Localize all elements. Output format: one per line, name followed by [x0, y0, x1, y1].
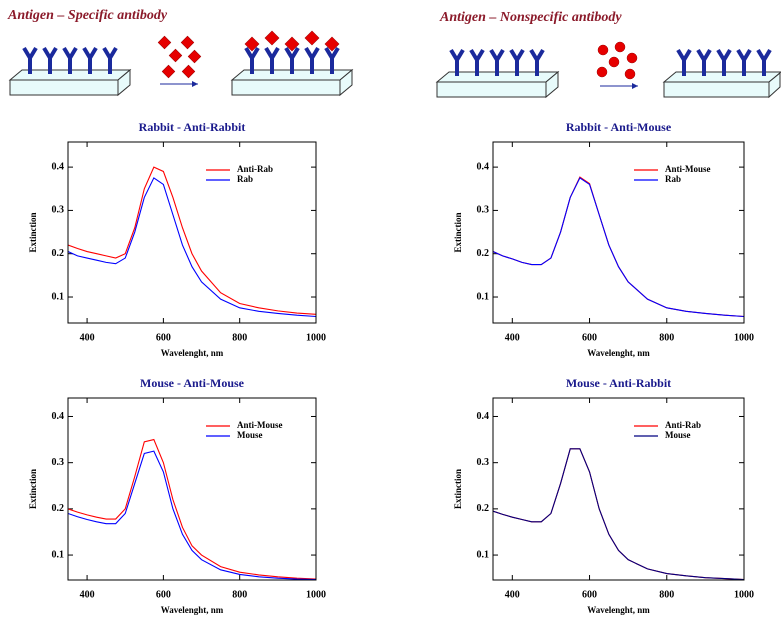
diagram-title: Antigen – Nonspecific antibody [439, 10, 622, 25]
x-tick-label: 600 [582, 332, 597, 343]
x-tick-label: 800 [232, 332, 247, 343]
axes-frame [67, 141, 317, 324]
y-tick-label: 0.2 [477, 503, 490, 514]
y-tick-label: 0.4 [477, 161, 490, 172]
y-axis-label: Extinction [28, 469, 38, 509]
y-tick-label: 0.4 [477, 411, 490, 422]
chart-title: Rabbit - Anti-Mouse [566, 120, 672, 134]
x-tick-label: 600 [156, 589, 171, 600]
chart: Rabbit - Anti-Mouse Wavelenght, nm Extinct… [453, 120, 754, 358]
legend-label: Anti-Rab [237, 164, 273, 174]
x-tick-label: 1000 [734, 589, 754, 600]
axes-frame [67, 397, 317, 581]
plot-area [68, 438, 316, 580]
y-tick-label: 0.4 [52, 411, 65, 422]
diagram-nonspecific [435, 41, 781, 99]
y-tick-label: 0.3 [52, 457, 65, 468]
y-tick-label: 0.3 [477, 457, 490, 468]
chart: Mouse - Anti-Mouse Wavelenght, nm Extincti… [28, 376, 326, 615]
x-tick-label: 1000 [306, 332, 326, 343]
data-line [68, 177, 316, 318]
y-tick-label: 0.2 [52, 503, 65, 514]
plot-area [493, 176, 744, 318]
x-tick-label: 600 [582, 589, 597, 600]
x-tick-label: 400 [80, 332, 95, 343]
legend-label: Anti-Mouse [237, 420, 283, 430]
x-axis-label: Wavelenght, nm [587, 348, 650, 358]
x-tick-label: 600 [156, 332, 171, 343]
y-tick-label: 0.3 [477, 205, 490, 216]
data-line [68, 438, 316, 580]
data-line [68, 166, 316, 315]
x-tick-label: 400 [505, 332, 520, 343]
x-axis-label: Wavelenght, nm [161, 348, 224, 358]
x-tick-label: 800 [232, 589, 247, 600]
y-tick-label: 0.4 [52, 161, 65, 172]
y-tick-label: 0.1 [52, 549, 65, 560]
plot-area [68, 166, 316, 318]
y-tick-label: 0.3 [52, 205, 65, 216]
axes-frame [492, 397, 745, 581]
x-axis-label: Wavelenght, nm [587, 605, 650, 615]
legend-label: Mouse [237, 430, 263, 440]
y-tick-label: 0.2 [477, 248, 490, 259]
x-tick-label: 400 [80, 589, 95, 600]
legend-label: Rab [665, 174, 681, 184]
legend-label: Mouse [665, 430, 691, 440]
data-line [493, 176, 744, 318]
chart-title: Mouse - Anti-Rabbit [566, 376, 671, 390]
legend-label: Anti-Rab [665, 420, 701, 430]
axes-frame [492, 141, 745, 324]
x-tick-label: 1000 [734, 332, 754, 343]
chart: Rabbit - Anti-Rabbit Wavelenght, nm Extinc… [28, 120, 326, 358]
y-axis-label: Extinction [453, 469, 463, 509]
x-tick-label: 800 [659, 589, 674, 600]
x-axis-label: Wavelenght, nm [161, 605, 224, 615]
chart: Mouse - Anti-Rabbit Wavelenght, nm Extinct… [453, 376, 754, 615]
data-line [493, 448, 744, 580]
y-tick-label: 0.1 [52, 291, 65, 302]
y-tick-label: 0.1 [477, 549, 490, 560]
diagram-specific [8, 30, 354, 97]
legend-label: Rab [237, 174, 253, 184]
data-line [493, 177, 744, 318]
y-tick-label: 0.2 [52, 248, 65, 259]
diagram-title: Antigen – Specific antibody [7, 8, 168, 23]
x-tick-label: 400 [505, 589, 520, 600]
x-tick-label: 800 [659, 332, 674, 343]
chart-title: Mouse - Anti-Mouse [140, 376, 245, 390]
y-axis-label: Extinction [453, 212, 463, 252]
plot-area [493, 448, 744, 580]
y-tick-label: 0.1 [477, 291, 490, 302]
x-tick-label: 1000 [306, 589, 326, 600]
data-line [68, 450, 316, 580]
legend-label: Anti-Mouse [665, 164, 711, 174]
y-axis-label: Extinction [28, 212, 38, 252]
chart-title: Rabbit - Anti-Rabbit [139, 120, 246, 134]
data-line [493, 448, 744, 580]
